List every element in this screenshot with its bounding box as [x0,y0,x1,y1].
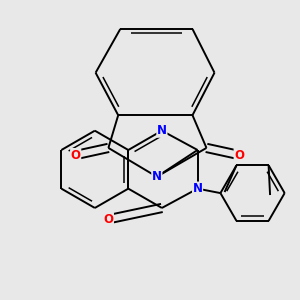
Text: O: O [234,148,244,162]
Text: O: O [103,213,113,226]
Text: N: N [157,124,167,137]
Text: N: N [152,170,162,183]
Text: O: O [71,148,81,162]
Text: N: N [193,182,202,195]
